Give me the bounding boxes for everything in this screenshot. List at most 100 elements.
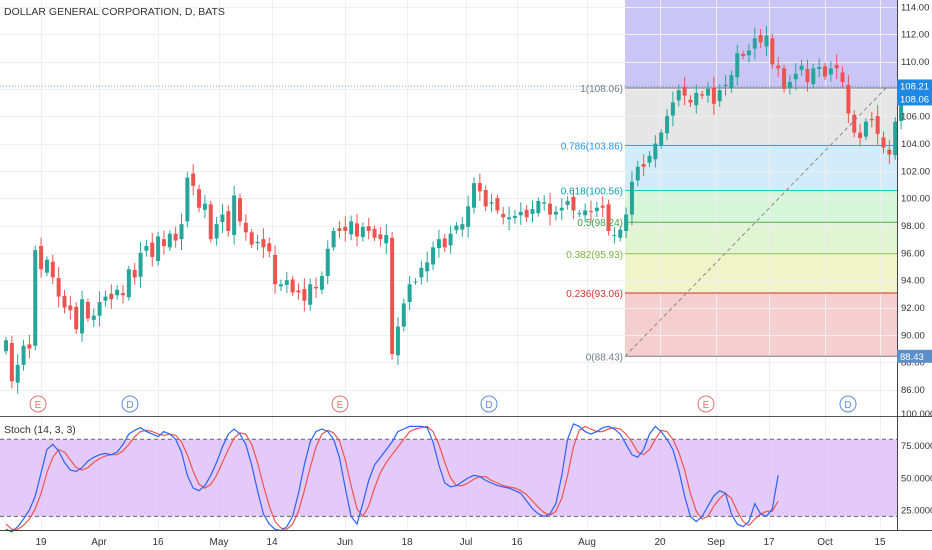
candle-body bbox=[407, 284, 412, 303]
fib-band bbox=[625, 253, 897, 294]
fib-level-label: 0(88.43) bbox=[586, 352, 623, 363]
stoch-grid bbox=[0, 438, 897, 517]
candle-body bbox=[670, 102, 675, 116]
stoch-d-line bbox=[5, 425, 779, 530]
candle-body bbox=[9, 343, 14, 382]
candle-body bbox=[302, 289, 307, 301]
candle-body bbox=[858, 132, 863, 139]
candle-body bbox=[676, 90, 681, 101]
candle-body bbox=[191, 173, 196, 186]
candle-body bbox=[126, 269, 131, 298]
stoch-axis[interactable]: 25.0000 50.0000 75.0000 100.0000 bbox=[901, 409, 932, 516]
candle-body bbox=[372, 228, 377, 238]
candle-body bbox=[74, 306, 79, 330]
candle-body bbox=[208, 204, 213, 240]
time-axis-label: 18 bbox=[401, 537, 413, 548]
earnings-marker[interactable]: E bbox=[331, 395, 349, 413]
candle-body bbox=[284, 280, 289, 285]
candle-body bbox=[62, 295, 67, 308]
event-letter: E bbox=[35, 400, 42, 411]
candle-body bbox=[366, 226, 371, 231]
price-axis-label: 106.00 bbox=[901, 112, 930, 123]
candle-body bbox=[273, 254, 278, 285]
candle-body bbox=[50, 261, 55, 278]
dividend-marker[interactable]: D bbox=[839, 395, 857, 413]
candle-body bbox=[665, 116, 670, 134]
candle-body bbox=[776, 65, 781, 69]
time-axis-label: 17 bbox=[763, 537, 775, 548]
time-axis[interactable]: 19 Apr 16 May 14 Jun 18 Jul 16 Aug 20 Sep 17 Oct 15 bbox=[35, 537, 886, 548]
candle-body bbox=[378, 234, 383, 240]
price-axis-label: 102.00 bbox=[901, 166, 930, 177]
candle-body bbox=[782, 68, 787, 89]
candle-body bbox=[577, 213, 582, 215]
candle-body bbox=[197, 189, 202, 208]
candle-body bbox=[594, 207, 599, 212]
price-axis-label: 88.00 bbox=[901, 358, 925, 369]
candle-body bbox=[612, 235, 617, 237]
candle-body bbox=[454, 225, 459, 231]
candle-body bbox=[507, 217, 512, 220]
candle-body bbox=[325, 248, 330, 277]
candle-body bbox=[495, 198, 500, 211]
candle-body bbox=[167, 233, 172, 248]
candle-body bbox=[15, 364, 20, 383]
time-axis-label: 20 bbox=[654, 537, 666, 548]
candle-body bbox=[653, 143, 658, 160]
candle-body bbox=[460, 224, 465, 230]
candle-body bbox=[448, 233, 453, 246]
event-letter: D bbox=[485, 400, 492, 411]
stoch-axis-label: 75.0000 bbox=[901, 441, 932, 452]
candle-body bbox=[425, 262, 430, 272]
fib-band bbox=[625, 293, 897, 357]
candle-body bbox=[483, 189, 488, 207]
candle-body bbox=[21, 345, 26, 365]
candle-body bbox=[881, 137, 886, 148]
candle-body bbox=[156, 236, 161, 262]
candle-body bbox=[875, 116, 880, 134]
event-letter: E bbox=[703, 400, 710, 411]
price-tag-value: 88.43 bbox=[900, 352, 924, 363]
time-axis-label: Aug bbox=[578, 537, 596, 548]
candle-body bbox=[267, 243, 272, 252]
candle-body bbox=[659, 132, 664, 146]
fib-labels: 1(108.06) 0.786(103.86) 0.618(100.56) 0.5(9… bbox=[561, 84, 623, 363]
candle-body bbox=[115, 289, 120, 296]
earnings-marker[interactable]: E bbox=[29, 395, 47, 413]
candle-body bbox=[793, 73, 798, 80]
price-axis-label: 92.00 bbox=[901, 303, 925, 314]
event-letter: D bbox=[844, 400, 851, 411]
candle-body bbox=[571, 196, 576, 211]
candle-body bbox=[717, 90, 722, 102]
time-axis-label: Sep bbox=[707, 537, 725, 548]
price-axis-label: 98.00 bbox=[901, 221, 925, 232]
stoch-title[interactable]: Stoch (14, 3, 3) bbox=[4, 424, 76, 436]
candle-body bbox=[700, 94, 705, 96]
candle-body bbox=[741, 53, 746, 57]
candle-body bbox=[472, 183, 476, 208]
price-axis-label: 86.00 bbox=[901, 385, 925, 396]
time-axis-label: May bbox=[210, 537, 229, 548]
fib-top-tag: 108.06 bbox=[897, 92, 932, 106]
candle-body bbox=[337, 228, 342, 231]
fib-band bbox=[625, 145, 897, 191]
candle-body bbox=[869, 118, 874, 121]
earnings-marker[interactable]: E bbox=[697, 395, 715, 413]
candle-body bbox=[512, 215, 517, 218]
time-axis-label: 14 bbox=[266, 537, 278, 548]
candle-body bbox=[413, 281, 418, 283]
candle-body bbox=[261, 239, 266, 248]
fib-level-label: 0.236(93.06) bbox=[566, 289, 623, 300]
candle-body bbox=[249, 232, 254, 245]
candle-body bbox=[635, 166, 640, 181]
fib-level-label: 0.5(98.24) bbox=[577, 218, 623, 229]
dividend-marker[interactable]: D bbox=[121, 395, 139, 413]
candle-body bbox=[290, 279, 295, 293]
candle-body bbox=[4, 340, 8, 352]
candle-body bbox=[629, 181, 634, 215]
time-axis-label: 15 bbox=[874, 537, 886, 548]
dividend-marker[interactable]: D bbox=[480, 395, 498, 413]
